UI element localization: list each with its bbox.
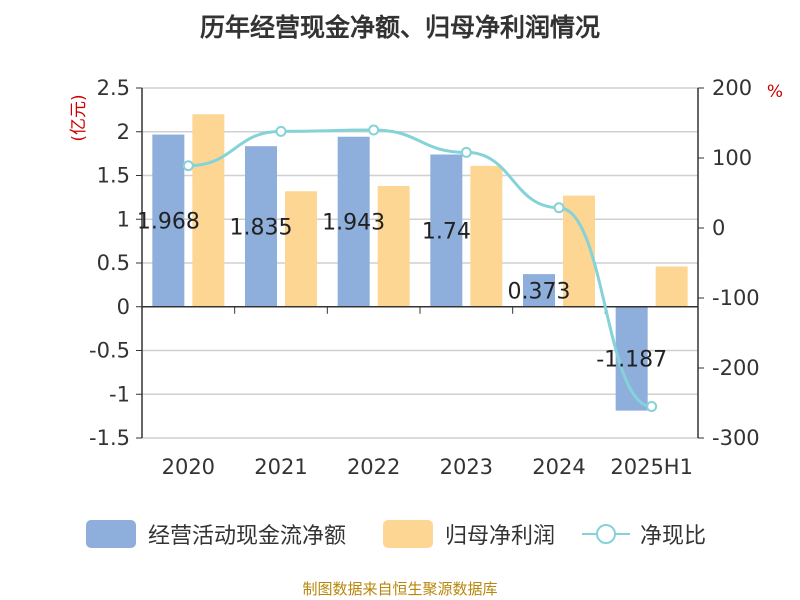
tick-labels: 2.5 2 1.5 1 0.5 0 -0.5 -1 -1.5 200 100 0 -100 -200 -30…	[69, 76, 783, 479]
legend-label-ratio: 净现比	[640, 524, 707, 549]
bar-cash-flow[interactable]	[152, 134, 185, 307]
left-tick-label: 1	[117, 207, 130, 231]
right-tick-label: 100	[712, 146, 752, 170]
cash-flow-value-label: 1.968	[137, 210, 200, 235]
left-tick-label: -0.5	[89, 339, 130, 363]
left-tick-label: -1	[109, 382, 130, 406]
ratio-point[interactable]	[460, 146, 472, 158]
chart-title: 历年经营现金净额、归母净利润情况	[199, 13, 600, 42]
ratio-point[interactable]	[275, 125, 287, 137]
right-tick-label: 200	[712, 76, 752, 100]
legend-label-cash-flow: 经营活动现金流净额	[148, 524, 347, 549]
cash-flow-value-label: 1.943	[322, 211, 385, 236]
legend-item-ratio[interactable]: 净现比	[582, 518, 706, 550]
legend-item-net-profit[interactable]: 归母净利润	[383, 518, 555, 550]
bar-cash-flow[interactable]	[245, 146, 277, 307]
left-tick-label: 2	[117, 120, 130, 144]
bar-net-profit[interactable]	[285, 191, 317, 307]
bar-net-profit[interactable]	[655, 266, 688, 307]
cash-flow-value-label: 1.835	[230, 215, 293, 240]
bar-net-profit[interactable]	[470, 165, 503, 307]
left-axis-unit: (亿元)	[69, 94, 89, 141]
cash-flow-value-label: 1.74	[422, 220, 471, 245]
legend-line-marker-icon	[582, 520, 630, 548]
data-source-note: 制图数据来自恒生聚源数据库	[302, 580, 498, 598]
right-axis-unit: %	[767, 82, 783, 102]
ratio-point[interactable]	[553, 202, 565, 214]
ratio-line-layer	[182, 124, 658, 412]
ratio-point[interactable]	[646, 401, 658, 412]
legend-swatch-net-profit	[383, 520, 433, 548]
bar-layer	[152, 114, 688, 411]
ratio-point[interactable]	[368, 124, 380, 136]
left-tick-label: 0.5	[97, 251, 130, 275]
right-tick-label: -300	[712, 426, 760, 450]
cash-flow-value-label: 0.373	[508, 279, 571, 304]
left-tick-label: 2.5	[97, 76, 130, 100]
bar-cash-flow[interactable]	[430, 154, 463, 307]
cash-flow-value-label: -1.187	[596, 348, 667, 373]
bar-net-profit[interactable]	[192, 114, 225, 307]
left-tick-label: -1.5	[89, 426, 130, 450]
right-tick-label: -200	[712, 356, 760, 380]
ratio-point[interactable]	[182, 160, 194, 172]
bar-cash-flow[interactable]	[337, 136, 370, 307]
legend-item-cash-flow[interactable]: 经营活动现金流净额	[86, 518, 346, 550]
ratio-line	[188, 128, 652, 408]
data-labels: 1.968 1.835 1.943 1.74 0.373 -1.187	[137, 210, 667, 373]
bar-net-profit[interactable]	[377, 186, 410, 307]
legend: 经营活动现金流净额 归母净利润 净现比	[0, 518, 800, 554]
legend-swatch-cash-flow	[86, 520, 136, 548]
left-tick-label: 0	[117, 295, 130, 319]
right-tick-label: 0	[712, 216, 725, 240]
legend-label-net-profit: 归母净利润	[445, 524, 556, 549]
bar-cash-flow[interactable]	[523, 274, 555, 307]
category-label: 2024	[532, 455, 585, 479]
category-label: 2020	[162, 455, 215, 479]
category-label: 2022	[347, 455, 400, 479]
axes	[136, 87, 704, 439]
right-tick-label: -100	[712, 286, 760, 310]
category-label: 2025H1	[610, 455, 693, 479]
category-label: 2023	[440, 455, 493, 479]
category-label: 2021	[254, 455, 307, 479]
left-tick-label: 1.5	[97, 164, 130, 188]
